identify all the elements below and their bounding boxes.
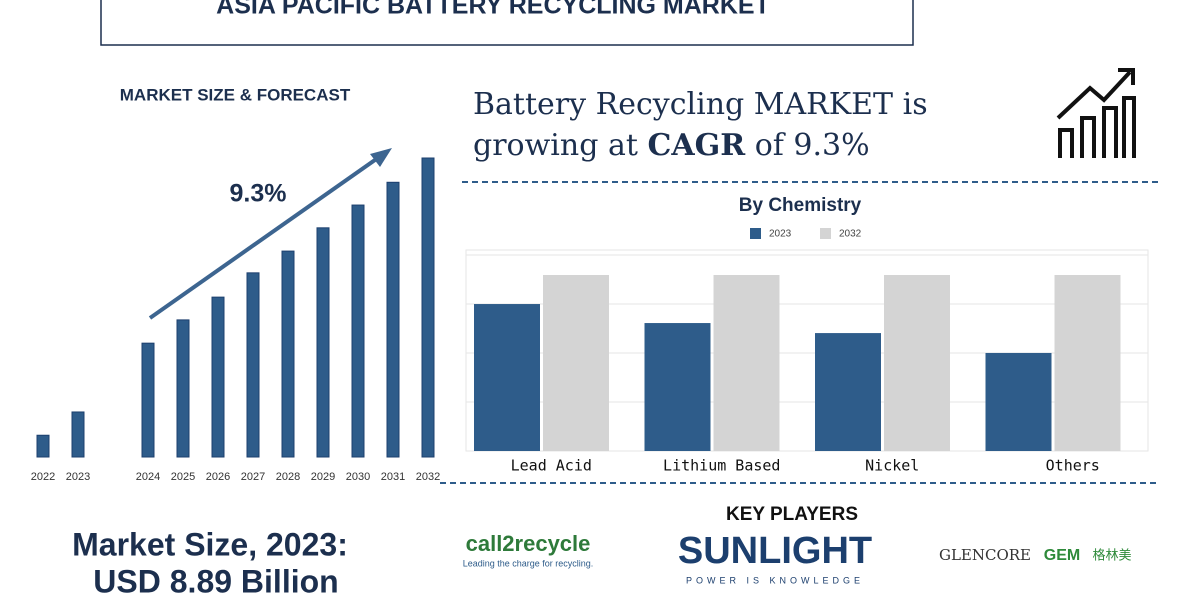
x-tick-label: 2031 — [381, 471, 405, 483]
key-players-title: KEY PLAYERS — [726, 504, 858, 525]
bar — [211, 296, 225, 458]
headline: Battery Recycling MARKET is — [473, 87, 928, 122]
logo-sunlight: SUNLIGHT — [678, 530, 872, 572]
x-tick-label: 2026 — [206, 471, 230, 483]
x-tick-label: 2025 — [171, 471, 195, 483]
bar — [884, 275, 950, 451]
bar — [713, 275, 780, 451]
market-size: Market Size, 2023: — [72, 526, 348, 562]
logo-glencore: GLENCORE — [939, 546, 1031, 564]
x-tick-label: Nickel — [865, 457, 919, 475]
x-tick-label: 2028 — [276, 471, 300, 483]
x-tick-label: 2023 — [66, 471, 90, 483]
legend-swatch — [820, 228, 831, 239]
logo-tagline: Leading the charge for recycling. — [463, 558, 594, 568]
headline-cagr: CAGR — [647, 128, 746, 163]
bar — [421, 157, 435, 458]
headline-part: growing at — [473, 128, 638, 163]
legend-swatch — [750, 228, 761, 239]
market-size: USD 8.89 Billion — [93, 563, 338, 599]
bar — [141, 342, 155, 458]
logo-gem: GEM — [1044, 547, 1080, 564]
bar — [281, 250, 295, 458]
bar — [644, 323, 711, 451]
x-tick-label: 2027 — [241, 471, 265, 483]
x-tick-label: 2029 — [311, 471, 335, 483]
bar — [386, 181, 400, 458]
x-tick-label: 2022 — [31, 471, 55, 483]
headline-part: of 9.3% — [755, 128, 870, 163]
bar — [246, 272, 260, 458]
chart-title: MARKET SIZE & FORECAST — [120, 85, 351, 104]
bar — [36, 434, 50, 458]
x-tick-label: Lithium Based — [663, 457, 780, 475]
trend-arrow — [148, 153, 384, 320]
bar — [815, 333, 881, 451]
logo-gem-chinese: 格林美 — [1092, 547, 1131, 562]
bar — [351, 204, 365, 458]
plot-frame — [465, 249, 1149, 452]
x-tick-label: Others — [1046, 457, 1100, 475]
annotation: 9.3% — [230, 180, 287, 208]
bar — [985, 352, 1052, 451]
arrow-head — [370, 148, 392, 167]
growth-icon — [1056, 68, 1136, 158]
x-tick-label: 2032 — [416, 471, 440, 483]
bar — [1054, 275, 1121, 451]
bar — [176, 319, 190, 458]
legend-label: 2023 — [769, 229, 792, 240]
bar — [316, 227, 330, 458]
x-tick-label: Lead Acid — [511, 457, 592, 475]
title: ASIA PACIFIC BATTERY RECYCLING MARKET — [216, 0, 770, 20]
legend-label: 2032 — [839, 229, 862, 240]
x-tick-label: 2024 — [136, 471, 160, 483]
bar — [71, 411, 85, 458]
logo-tagline: POWER IS KNOWLEDGE — [686, 575, 864, 585]
bar — [543, 275, 609, 451]
bar — [474, 304, 540, 451]
x-tick-label: 2030 — [346, 471, 370, 483]
title-box — [100, 0, 914, 46]
headline: growing at CAGR of 9.3% — [473, 128, 870, 163]
chart-title: By Chemistry — [739, 195, 862, 216]
logo-call2recycle: call2recycle — [466, 531, 591, 556]
